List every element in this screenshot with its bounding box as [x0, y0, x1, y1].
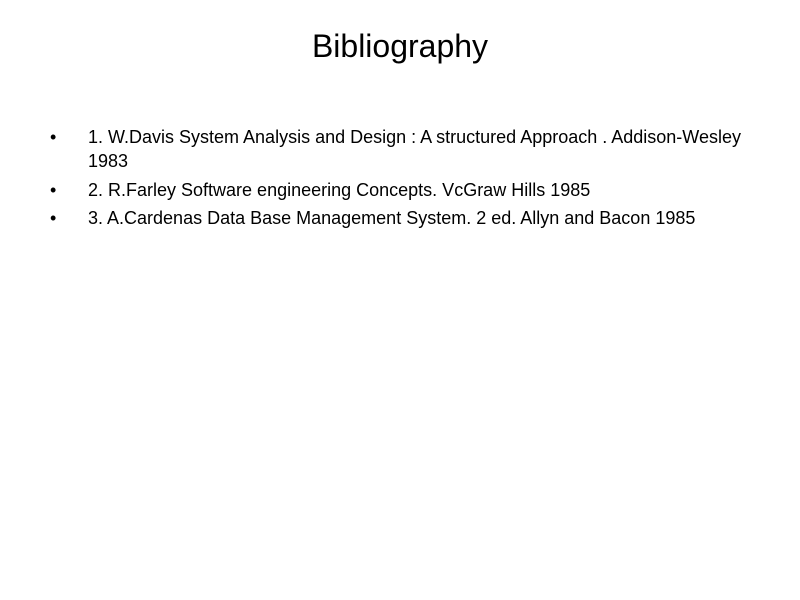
bibliography-list: 1. W.Davis System Analysis and Design : … [40, 125, 760, 230]
page-title: Bibliography [40, 28, 760, 65]
list-item: 3. A.Cardenas Data Base Management Syste… [50, 206, 760, 230]
list-item: 2. R.Farley Software engineering Concept… [50, 178, 760, 202]
slide-container: Bibliography 1. W.Davis System Analysis … [0, 0, 800, 600]
list-item: 1. W.Davis System Analysis and Design : … [50, 125, 760, 174]
